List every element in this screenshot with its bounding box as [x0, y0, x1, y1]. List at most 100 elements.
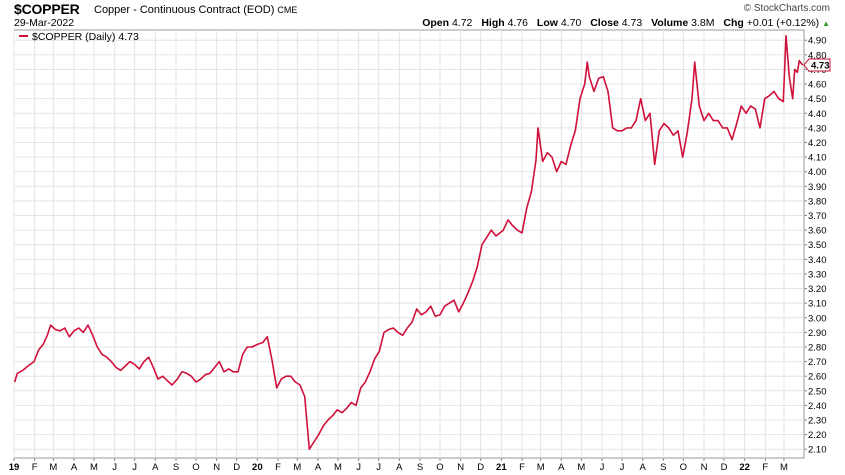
y-tick-label: 2.60 [808, 372, 827, 383]
x-tick-label: F [519, 462, 525, 473]
y-tick-label: 3.80 [808, 196, 827, 207]
plot-area [13, 29, 805, 459]
chg-value: +0.01 (+0.12%) [746, 17, 820, 29]
open-label: Open [422, 17, 450, 29]
x-tick-label: A [71, 462, 78, 473]
y-tick-label: 3.20 [808, 284, 827, 295]
high-label: High [481, 17, 505, 29]
y-tick-label: 3.90 [808, 182, 827, 193]
x-tick-label: S [173, 462, 179, 473]
x-tick-label: 21 [496, 462, 507, 473]
high-value: 4.76 [507, 17, 528, 29]
legend: $COPPER (Daily) 4.73 [19, 31, 139, 43]
y-tick-label: 3.60 [808, 226, 827, 237]
x-tick-label: N [701, 462, 708, 473]
y-tick-label: 3.40 [808, 255, 827, 266]
last-value-tag: 4.73 [803, 58, 831, 72]
chg-label: Chg [723, 17, 744, 29]
quote-date: 29-Mar-2022 [14, 17, 75, 29]
y-tick-label: 4.80 [808, 50, 827, 61]
y-tick-label: 2.10 [808, 445, 827, 456]
x-tick-label: M [334, 462, 342, 473]
y-tick-label: 3.00 [808, 313, 827, 324]
y-tick-label: 3.50 [808, 240, 827, 251]
x-tick-label: S [660, 462, 666, 473]
x-tick-label: N [457, 462, 464, 473]
ohlc-readout: Open 4.72 High 4.76 Low 4.70 Close 4.73 … [422, 17, 830, 29]
x-tick-label: M [90, 462, 98, 473]
close-label: Close [590, 17, 619, 29]
x-tick-label: F [32, 462, 38, 473]
y-tick-label: 3.10 [808, 299, 827, 310]
x-tick-label: J [112, 462, 117, 473]
x-tick-label: S [417, 462, 423, 473]
x-tick-label: D [233, 462, 240, 473]
legend-label: $COPPER (Daily) 4.73 [32, 31, 139, 43]
chart-header: $COPPER Copper - Continuous Contract (EO… [14, 0, 830, 30]
volume-value: 3.8M [691, 17, 715, 29]
y-tick-label: 2.20 [808, 430, 827, 441]
x-tick-label: J [132, 462, 137, 473]
grid-lines [13, 30, 804, 458]
x-tick-label: A [315, 462, 322, 473]
exchange-label: CME [277, 5, 298, 15]
y-axis: 2.10 2.20 2.30 2.40 2.50 2.60 2.70 2.80 2.90 3.00… [804, 36, 827, 456]
series-layer [13, 35, 804, 450]
x-tick-label: M [293, 462, 301, 473]
y-tick-label: 2.40 [808, 401, 827, 412]
y-tick-label: 4.90 [808, 36, 827, 47]
x-tick-label: M [537, 462, 545, 473]
x-tick-label: A [396, 462, 403, 473]
x-tick-label: D [721, 462, 728, 473]
last-value-tag-text: 4.73 [811, 61, 830, 72]
y-tick-label: 4.20 [808, 138, 827, 149]
x-tick-label: A [152, 462, 159, 473]
x-tick-label: 19 [9, 462, 20, 473]
x-tick-label: A [639, 462, 646, 473]
x-tick-label: D [477, 462, 484, 473]
open-value: 4.72 [451, 17, 473, 29]
series-line [13, 35, 804, 450]
x-tick-label: M [577, 462, 585, 473]
x-tick-label: O [192, 462, 199, 473]
x-tick-label: 22 [739, 462, 750, 473]
x-tick-label: J [376, 462, 381, 473]
x-tick-label: A [558, 462, 565, 473]
y-tick-label: 4.00 [808, 167, 827, 178]
y-tick-label: 3.70 [808, 211, 827, 222]
x-tick-label: O [680, 462, 687, 473]
y-tick-label: 2.90 [808, 328, 827, 339]
symbol-title: $COPPER [14, 1, 80, 17]
x-tick-label: J [620, 462, 625, 473]
x-tick-label: M [780, 462, 788, 473]
y-tick-label: 4.40 [808, 109, 827, 120]
description-text: Copper - Continuous Contract (EOD) [94, 4, 275, 16]
close-value: 4.73 [621, 17, 643, 29]
y-tick-label: 2.50 [808, 386, 827, 397]
y-tick-label: 4.10 [808, 153, 827, 164]
volume-label: Volume [651, 17, 689, 29]
y-tick-label: 2.70 [808, 357, 827, 368]
y-tick-label: 4.50 [808, 94, 827, 105]
low-value: 4.70 [560, 17, 582, 29]
up-triangle-icon: ▲ [822, 19, 830, 28]
x-tick-label: F [762, 462, 768, 473]
low-label: Low [536, 17, 558, 29]
x-tick-label: O [436, 462, 443, 473]
x-tick-label: J [356, 462, 361, 473]
x-tick-label: 20 [252, 462, 263, 473]
y-tick-label: 4.30 [808, 123, 827, 134]
x-tick-label: F [275, 462, 281, 473]
brand-watermark: © StockCharts.com [743, 3, 830, 14]
y-tick-label: 3.30 [808, 269, 827, 280]
y-tick-label: 4.60 [808, 80, 827, 91]
x-axis: 19 F M A M J J A S O N D 20 F M A M J J A S O N D 21 F M A M J J A S O N D 2… [9, 458, 788, 473]
y-tick-label: 2.30 [808, 416, 827, 427]
last-value-tag-box [803, 58, 831, 72]
x-tick-label: M [49, 462, 57, 473]
x-tick-label: N [213, 462, 220, 473]
y-tick-label: 2.80 [808, 342, 827, 353]
x-tick-label: J [600, 462, 605, 473]
symbol-description: Copper - Continuous Contract (EOD) CME [94, 4, 297, 16]
